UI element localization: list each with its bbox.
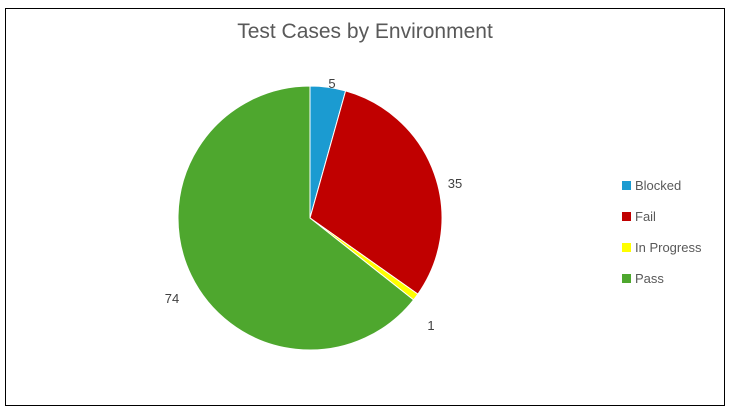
legend-swatch-fail	[622, 211, 631, 221]
data-label-pass: 74	[165, 291, 179, 306]
legend-label-blocked: Blocked	[635, 177, 682, 193]
legend: Blocked Fail In Progress Pass	[622, 177, 722, 301]
pie-slice-pass	[177, 85, 415, 351]
legend-label-fail: Fail	[635, 208, 656, 224]
legend-item-pass: Pass	[622, 270, 722, 286]
data-label-fail: 35	[448, 176, 462, 191]
legend-item-blocked: Blocked	[622, 177, 722, 193]
legend-swatch-blocked	[622, 180, 631, 190]
legend-item-in-progress: In Progress	[622, 239, 722, 255]
legend-label-in-progress: In Progress	[635, 239, 702, 255]
chart-title: Test Cases by Environment	[237, 20, 493, 43]
legend-label-pass: Pass	[635, 270, 664, 286]
pie-slice-fail	[309, 90, 443, 295]
pie-data-labels: 5 35 1 74	[165, 76, 462, 333]
legend-item-fail: Fail	[622, 208, 722, 224]
legend-swatch-pass	[622, 273, 631, 283]
data-label-in-progress: 1	[427, 318, 434, 333]
data-label-blocked: 5	[328, 76, 335, 91]
legend-swatch-in-progress	[622, 242, 631, 252]
pie-slices	[177, 85, 443, 351]
